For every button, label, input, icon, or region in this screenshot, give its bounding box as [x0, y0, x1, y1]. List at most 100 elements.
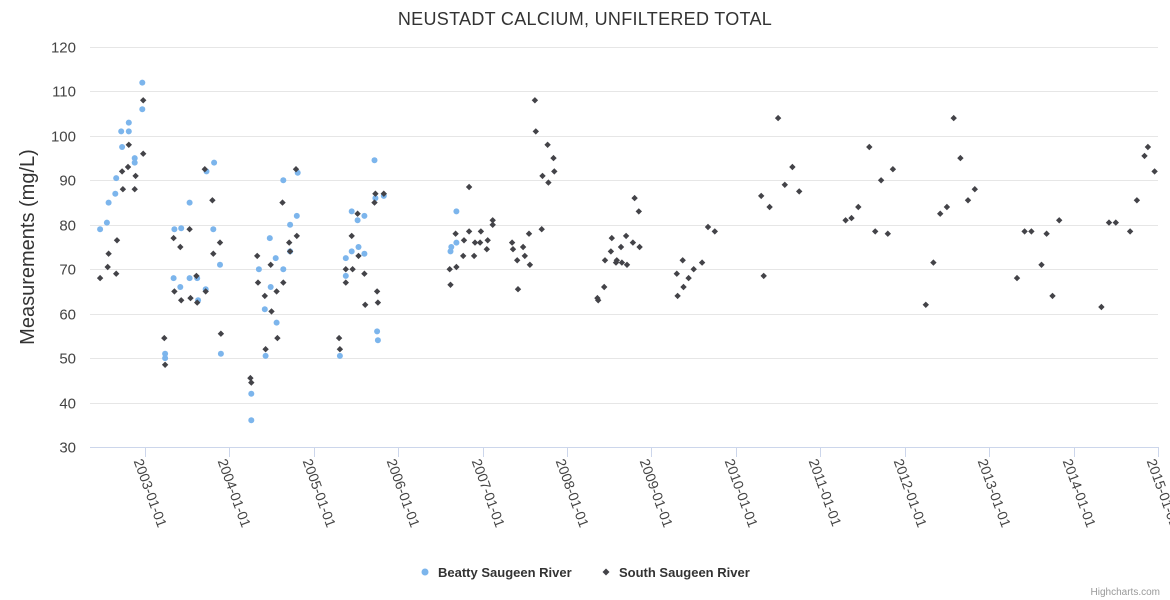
- data-point[interactable]: [105, 199, 112, 206]
- data-point[interactable]: [371, 157, 378, 164]
- data-point[interactable]: [704, 223, 712, 231]
- data-point[interactable]: [293, 212, 300, 219]
- data-point[interactable]: [1043, 230, 1050, 237]
- data-point[interactable]: [673, 270, 680, 277]
- data-point[interactable]: [476, 239, 484, 246]
- data-point[interactable]: [162, 355, 169, 362]
- data-point[interactable]: [178, 297, 185, 304]
- data-point[interactable]: [470, 252, 478, 260]
- data-point[interactable]: [186, 226, 193, 233]
- data-point[interactable]: [1013, 274, 1021, 282]
- data-point[interactable]: [286, 248, 294, 255]
- data-point[interactable]: [607, 248, 615, 255]
- data-point[interactable]: [262, 346, 269, 353]
- data-point[interactable]: [943, 203, 951, 211]
- data-point[interactable]: [774, 114, 782, 122]
- data-point[interactable]: [477, 228, 485, 235]
- data-point[interactable]: [514, 257, 521, 264]
- data-point[interactable]: [465, 228, 473, 235]
- data-point[interactable]: [131, 155, 138, 162]
- data-point[interactable]: [349, 266, 356, 273]
- data-point[interactable]: [884, 230, 891, 237]
- data-point[interactable]: [453, 239, 460, 246]
- data-point[interactable]: [842, 217, 849, 224]
- data-point[interactable]: [267, 261, 274, 268]
- data-point[interactable]: [162, 350, 169, 357]
- data-point[interactable]: [267, 284, 274, 290]
- data-point[interactable]: [685, 274, 692, 282]
- data-point[interactable]: [354, 210, 361, 217]
- data-point[interactable]: [335, 334, 343, 342]
- data-point[interactable]: [170, 275, 177, 282]
- data-point[interactable]: [201, 166, 208, 173]
- data-point[interactable]: [465, 183, 473, 191]
- data-point[interactable]: [348, 248, 355, 255]
- data-point[interactable]: [617, 243, 625, 251]
- data-point[interactable]: [1126, 228, 1134, 235]
- data-point[interactable]: [355, 244, 362, 250]
- data-point[interactable]: [551, 168, 558, 175]
- data-point[interactable]: [139, 79, 146, 86]
- data-point[interactable]: [287, 221, 294, 228]
- data-point[interactable]: [348, 232, 355, 240]
- data-point[interactable]: [855, 203, 862, 211]
- data-point[interactable]: [132, 172, 139, 180]
- data-point[interactable]: [452, 230, 459, 237]
- data-point[interactable]: [957, 154, 964, 162]
- data-point[interactable]: [526, 261, 534, 268]
- data-point[interactable]: [261, 306, 268, 313]
- data-point[interactable]: [595, 297, 602, 304]
- data-point[interactable]: [355, 252, 362, 260]
- data-point[interactable]: [254, 279, 262, 286]
- data-point[interactable]: [374, 337, 381, 344]
- data-point[interactable]: [550, 154, 557, 162]
- data-point[interactable]: [194, 299, 201, 306]
- data-point[interactable]: [187, 294, 194, 302]
- data-point[interactable]: [248, 390, 255, 397]
- data-point[interactable]: [374, 299, 382, 306]
- data-point[interactable]: [247, 374, 254, 382]
- data-point[interactable]: [1133, 197, 1141, 204]
- data-point[interactable]: [140, 150, 147, 157]
- data-point[interactable]: [608, 234, 615, 242]
- data-point[interactable]: [872, 228, 879, 235]
- data-point[interactable]: [760, 272, 767, 280]
- data-point[interactable]: [139, 106, 146, 113]
- data-point[interactable]: [877, 177, 885, 184]
- data-point[interactable]: [177, 284, 184, 290]
- data-point[interactable]: [161, 334, 168, 342]
- data-point[interactable]: [1144, 143, 1152, 151]
- data-point[interactable]: [119, 186, 127, 193]
- data-point[interactable]: [636, 243, 643, 251]
- data-point[interactable]: [272, 255, 279, 262]
- data-point[interactable]: [514, 286, 522, 293]
- data-point[interactable]: [293, 232, 300, 240]
- data-point[interactable]: [460, 252, 467, 260]
- data-point[interactable]: [629, 239, 637, 246]
- data-point[interactable]: [286, 239, 293, 246]
- data-point[interactable]: [922, 301, 929, 308]
- data-point[interactable]: [161, 361, 169, 368]
- data-point[interactable]: [372, 195, 379, 202]
- data-point[interactable]: [361, 212, 368, 219]
- data-point[interactable]: [210, 250, 217, 257]
- data-point[interactable]: [124, 163, 132, 171]
- data-point[interactable]: [362, 301, 369, 308]
- data-point[interactable]: [96, 274, 104, 282]
- data-point[interactable]: [698, 259, 706, 266]
- data-point[interactable]: [1151, 168, 1158, 175]
- data-point[interactable]: [361, 270, 368, 277]
- data-point[interactable]: [105, 250, 112, 257]
- data-point[interactable]: [1105, 219, 1113, 226]
- data-point[interactable]: [453, 263, 460, 271]
- data-point[interactable]: [1141, 152, 1148, 160]
- data-point[interactable]: [119, 144, 126, 150]
- data-point[interactable]: [601, 283, 608, 291]
- data-point[interactable]: [273, 319, 280, 326]
- data-point[interactable]: [635, 208, 642, 215]
- data-point[interactable]: [131, 159, 138, 166]
- data-point[interactable]: [103, 219, 110, 226]
- data-point[interactable]: [186, 199, 193, 206]
- data-point[interactable]: [446, 266, 453, 273]
- data-point[interactable]: [255, 266, 262, 273]
